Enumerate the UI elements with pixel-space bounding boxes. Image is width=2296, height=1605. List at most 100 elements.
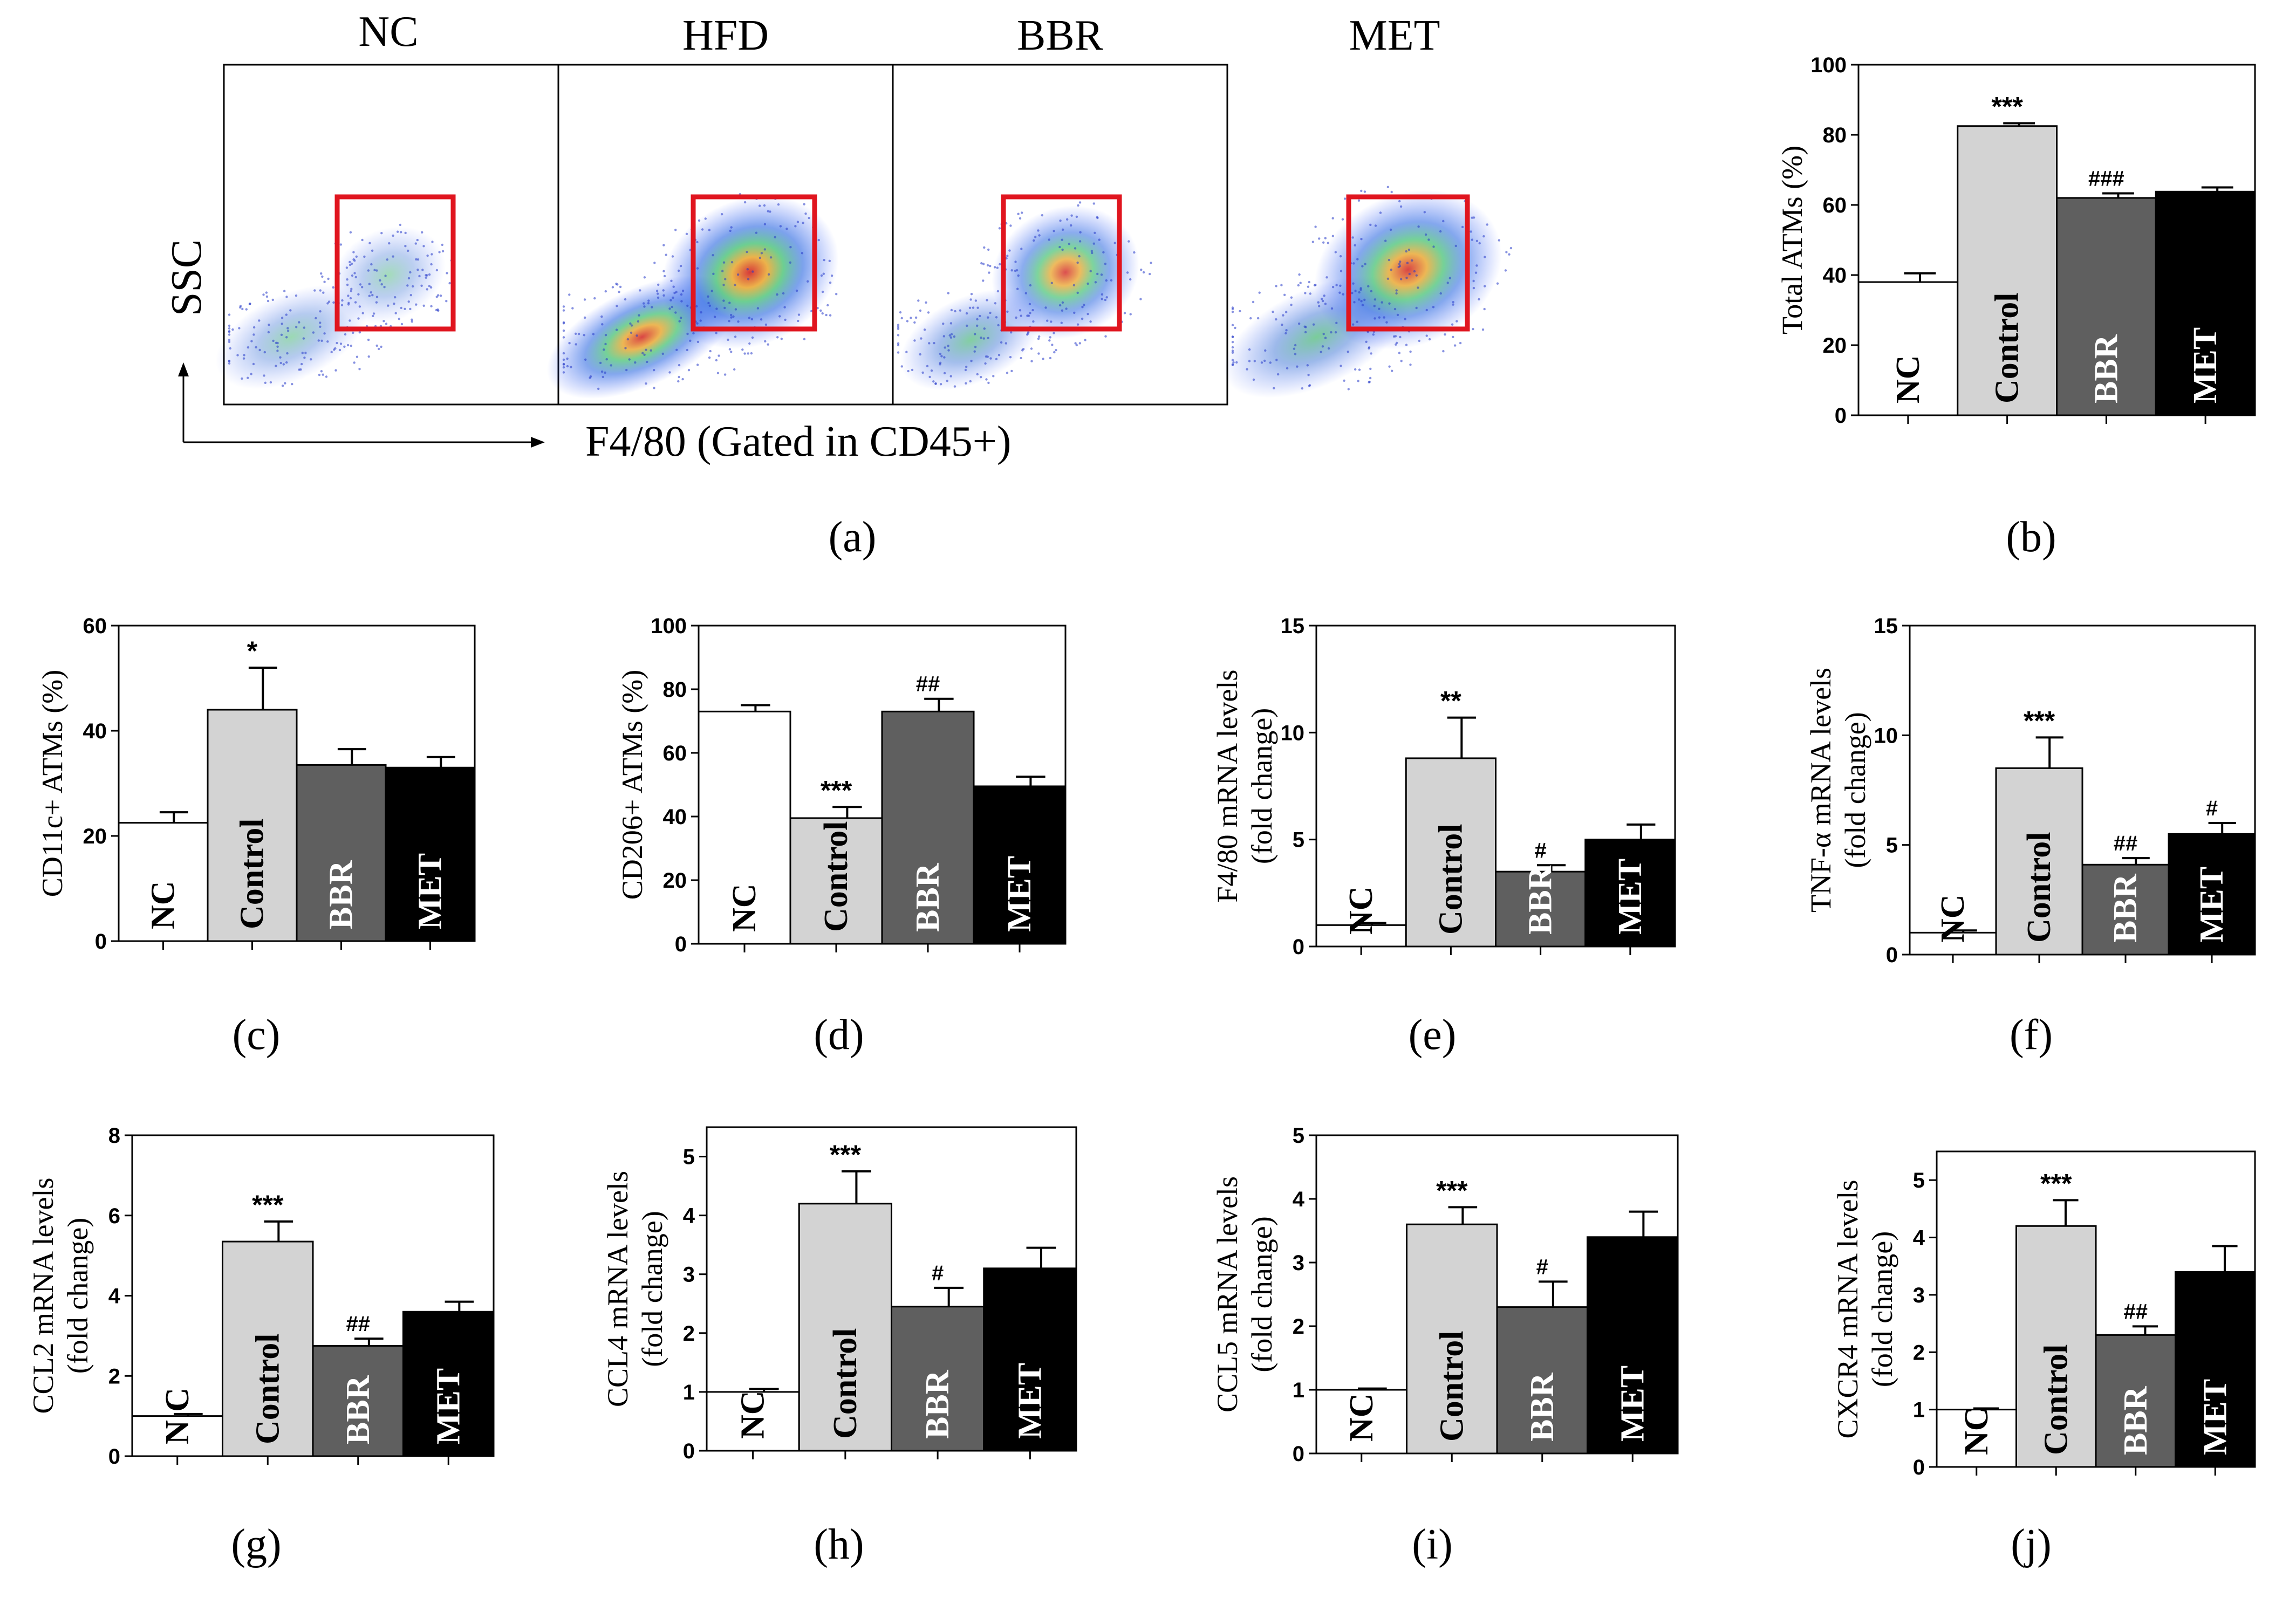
bar-label-h-control: Control — [827, 1328, 864, 1439]
significance-h-control: *** — [830, 1140, 862, 1170]
y-axis-label-f-2: (fold change) — [1839, 712, 1871, 868]
y-tick-label-i-4: 4 — [1293, 1188, 1305, 1211]
flow-label-nc: NC — [358, 8, 418, 56]
y-tick-label-i-3: 3 — [1293, 1251, 1304, 1275]
y-tick-label-i-1: 1 — [1293, 1378, 1304, 1402]
bar-label-e-nc: NC — [1343, 886, 1379, 935]
bar-label-e-control: Control — [1432, 824, 1469, 935]
plot-frame-i — [1315, 1134, 1679, 1455]
bar-g-nc — [131, 1415, 223, 1457]
plot-frame-f — [1909, 625, 2256, 956]
bar-label-b-met: MET — [2187, 327, 2224, 403]
flow-cytometry-panel: NC HFD BBR MET SSC F4/80 (Gated in CD45+… — [163, 8, 1513, 561]
caption-a: (a) — [829, 513, 877, 561]
bar-c-control — [207, 709, 298, 942]
bar-f-control — [1995, 767, 2083, 956]
bar-label-e-bbr: BBR — [1522, 865, 1559, 935]
bar-label-j-met: MET — [2197, 1379, 2233, 1455]
y-tick-label-h-4: 4 — [683, 1204, 695, 1228]
bar-label-f-nc: NC — [1935, 894, 1971, 943]
bar-label-f-control: Control — [2021, 832, 2058, 943]
y-tick-label-b-100: 100 — [1810, 53, 1847, 77]
y-tick-label-g-6: 6 — [108, 1204, 120, 1228]
significance-j-bbr: ## — [2124, 1300, 2148, 1323]
bar-label-d-met: MET — [1001, 856, 1038, 932]
y-tick-label-e-10: 10 — [1281, 721, 1305, 745]
y-tick-label-g-8: 8 — [108, 1124, 120, 1148]
gate-box-hfd — [691, 194, 817, 332]
y-tick-label-h-0: 0 — [683, 1439, 695, 1463]
y-tick-label-i-2: 2 — [1293, 1315, 1304, 1339]
bar-label-i-bbr: BBR — [1524, 1372, 1561, 1442]
bar-label-b-bbr: BBR — [2088, 334, 2124, 403]
significance-f-bbr: ## — [2114, 832, 2138, 855]
y-axis-label-g-2: (fold change) — [62, 1218, 94, 1374]
bar-label-g-control: Control — [249, 1333, 286, 1444]
caption-f: (f) — [2010, 1011, 2053, 1059]
bar-h-met — [983, 1267, 1077, 1452]
y-axis-label-b-1: Total ATMs (%) — [1776, 146, 1808, 334]
significance-d-bbr: ## — [916, 673, 940, 696]
y-tick-label-f-5: 5 — [1886, 834, 1898, 858]
bar-label-j-control: Control — [2038, 1344, 2074, 1455]
y-axis-label-g-1: CCL2 mRNA levels — [27, 1177, 59, 1414]
y-tick-label-j-4: 4 — [1913, 1226, 1925, 1250]
y-tick-label-c-20: 20 — [83, 825, 107, 848]
bar-chart-j: NC *** Control ## BBR MET 0 1 2 3 4 5 CXCR4 mRNA lev… — [1832, 1150, 2256, 1568]
bar-j-nc — [1936, 1409, 2017, 1468]
bar-g-control — [222, 1240, 314, 1457]
y-tick-label-e-15: 15 — [1281, 614, 1305, 638]
y-tick-label-b-80: 80 — [1823, 124, 1847, 147]
bar-c-met — [385, 766, 476, 942]
significance-f-met: # — [2206, 797, 2218, 820]
caption-g: (g) — [231, 1521, 281, 1568]
flow-cloud-bbr-2 — [992, 205, 1139, 339]
bar-label-h-met: MET — [1012, 1363, 1048, 1439]
y-tick-label-e-0: 0 — [1293, 935, 1304, 959]
bar-j-met — [2175, 1271, 2256, 1468]
y-axis-label-f-1: TNF-α mRNA levels — [1805, 668, 1837, 913]
bar-b-nc — [1857, 281, 1959, 416]
y-tick-label-b-40: 40 — [1823, 264, 1847, 287]
flow-cloud-met-2 — [1314, 190, 1502, 349]
bar-label-h-nc: NC — [735, 1390, 771, 1439]
y-tick-label-c-40: 40 — [83, 719, 107, 743]
y-axis-label-e-2: (fold change) — [1246, 708, 1278, 864]
bar-c-bbr — [296, 764, 387, 942]
flow-axis-arrows — [178, 362, 545, 448]
bar-label-g-nc: N C — [159, 1388, 196, 1444]
bar-label-i-nc: NC — [1343, 1393, 1380, 1442]
bar-label-c-bbr: BBR — [323, 860, 360, 929]
bar-i-bbr — [1496, 1306, 1588, 1455]
significance-c-control: * — [247, 636, 258, 666]
y-axis-label-i-1: CCL5 mRNA levels — [1211, 1176, 1243, 1412]
y-axis-label-j-2: (fold change) — [1866, 1231, 1898, 1387]
y-tick-label-h-2: 2 — [683, 1322, 695, 1346]
bar-label-f-met: MET — [2194, 867, 2230, 943]
y-tick-label-d-60: 60 — [663, 742, 687, 765]
bar-label-c-control: Control — [234, 818, 271, 929]
y-tick-label-e-5: 5 — [1293, 828, 1304, 852]
bar-label-c-nc: NC — [145, 881, 182, 929]
significance-e-control: ** — [1440, 686, 1461, 716]
plot-frame-c — [118, 625, 476, 942]
bar-label-b-nc: NC — [1890, 355, 1926, 403]
bar-chart-b: NC *** Control ### BBR MET 0 20 40 60 80 100 Total A… — [1776, 53, 2256, 561]
caption-d: (d) — [814, 1011, 864, 1059]
significance-i-control: *** — [1436, 1175, 1468, 1205]
gate-box-met — [1346, 194, 1470, 332]
bar-g-met — [402, 1311, 495, 1457]
bar-h-bbr — [891, 1306, 985, 1452]
flow-dots-nc — [228, 223, 453, 387]
bar-chart-e: NC ** Control # BBR MET 0 5 10 15 F4/80 mRNA level… — [1211, 614, 1676, 1059]
bar-d-nc — [698, 710, 791, 945]
flow-x-axis-label: F4/80 (Gated in CD45+) — [585, 418, 1012, 465]
flow-label-hfd: HFD — [682, 12, 769, 59]
bar-label-d-bbr: BBR — [910, 862, 946, 932]
y-tick-label-g-2: 2 — [108, 1364, 120, 1388]
significance-d-control: *** — [821, 775, 852, 805]
y-tick-label-d-100: 100 — [651, 614, 687, 638]
significance-i-bbr: # — [1536, 1255, 1548, 1279]
